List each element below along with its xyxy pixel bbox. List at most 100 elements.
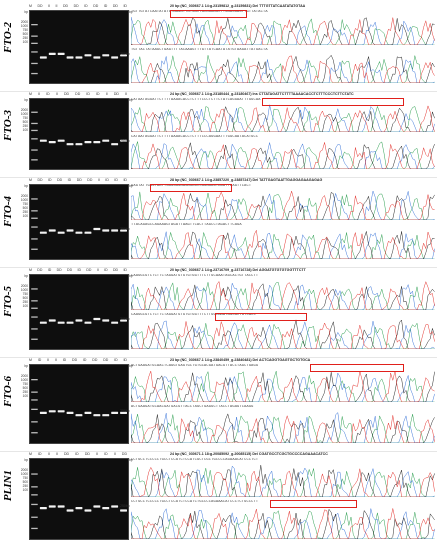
sample-band [48,410,56,413]
lane-label: ID [77,268,81,272]
chromatogram-top-svg [130,280,435,311]
sample-band [48,505,56,508]
sample-band [75,56,83,59]
ladder-band [31,248,38,250]
sample-band [75,319,83,322]
gene-label: FTO-3 [2,110,14,141]
ladder-size: 2000 [20,194,28,198]
gel-bands [31,111,127,161]
chromatogram-bottom-svg [130,54,435,84]
ladder-band [31,527,38,530]
sample-band [48,141,56,144]
gel-image [29,98,129,170]
lane-label: ID [114,358,118,362]
lane-label: M [29,4,32,8]
ladder-band [31,300,38,302]
lane-label: ID [84,4,88,8]
lane-label: M [29,268,32,272]
ladder-band [31,432,38,434]
sequence-bottom: CAAGGCGTCTCTTCTAGGATGTGTGTGGTTTCTTGGCAAA… [131,313,256,317]
sequence-bottom: TGTTACTATAAGCTGAGTTTTACAAAGTTTGTTATCAATA… [131,48,268,52]
gel-image [29,184,129,260]
ladder-band [31,198,38,200]
lane-label: M [29,92,32,96]
lane-label: DD [113,268,119,272]
sample-band [75,143,83,146]
chromatogram-top [130,463,435,502]
ladder-band [31,62,38,65]
chromatogram-bottom-svg [130,508,435,540]
sample-band [39,139,47,142]
lane-label: DD [76,178,82,182]
sample-band [48,229,56,232]
ladder-sizes: 2000 1000 750 500 250 100 [20,108,28,132]
bp-unit-label: bp [129,98,133,102]
ladder-size: 2000 [20,284,28,288]
ladder-size: 500 [22,206,28,210]
lane-label: ID [62,358,67,362]
ladder-band [31,238,38,240]
ladder-size: 250 [22,36,28,40]
sample-band [84,141,92,144]
chromatogram-channel-1 [130,190,435,221]
ladder-size: 750 [22,116,28,120]
lane-label: ID [123,268,127,272]
chromatogram-channel-2 [130,508,435,540]
ladder-size: 500 [22,32,28,36]
indel-header: 28 bp (NC_030667.1 14:g.23857220_g.23857… [170,178,323,182]
chromatogram-channel-0 [130,18,435,46]
lane-label: DD [92,358,98,362]
sequence-top: TGTTGTATCAATATATGTAAGATTATGACTACAGAAGCTT… [131,10,268,14]
ladder-size: 250 [22,390,28,394]
lane-label: ID [38,452,42,456]
sample-band [39,231,47,234]
chromatogram-channel-3 [131,190,435,221]
gel-image [29,10,129,84]
lane-label: II [113,452,116,456]
ladder-band [31,391,38,393]
sample-band [84,54,92,57]
chromatogram-top [130,369,435,407]
sample-band [102,229,110,232]
lane-label: DD [112,4,118,8]
sample-band [93,141,101,144]
lane-label: DD [72,358,78,362]
ladder-band [31,288,38,290]
bp-unit-label: bp [24,364,28,368]
lane-label: DD [63,452,70,456]
lane-label: ID [96,92,100,96]
gel-bands [31,198,127,250]
lane-label: ID [104,268,108,272]
gel-image [29,274,129,350]
lane-label: ID [46,92,50,96]
bp-unit-label: bp [24,274,28,278]
sample-band [39,321,47,324]
bp-unit-label: bp [24,10,28,14]
ladder-size: 100 [22,40,28,44]
sample-band [102,319,110,322]
chromatogram-channel-1 [130,508,435,540]
ladder-size: 250 [22,210,28,214]
ladder-band [31,226,38,228]
ladder-size: 2000 [20,374,28,378]
band-size-tag: 250bp [120,51,130,56]
sample-band [75,414,83,417]
sample-band [120,509,127,512]
chromatogram-top-svg [130,370,435,403]
ladder-band [31,138,38,140]
lane-labels: M ID II II ID DD ID DD DD ID ID [29,358,127,362]
ladder-band [31,338,38,340]
ladder-band [31,473,38,475]
bp-unit-label: bp [24,184,28,188]
sequence-top: CAAGGCGTCTCTTCTAGGATGTGTGTGGTTTCTTGCAAAT… [131,274,259,278]
lane-label: II [47,358,50,362]
chromatogram-channel-3 [131,370,435,403]
ladder-size: 2000 [20,468,28,472]
sample-band [75,507,83,510]
chromatogram-bottom [130,410,435,448]
chromatogram-bottom [130,505,435,544]
chromatogram-channel-0 [130,322,435,350]
ladder-band [31,328,38,330]
chromatogram-channel-3 [131,229,435,260]
lane-label: ID [67,178,72,182]
